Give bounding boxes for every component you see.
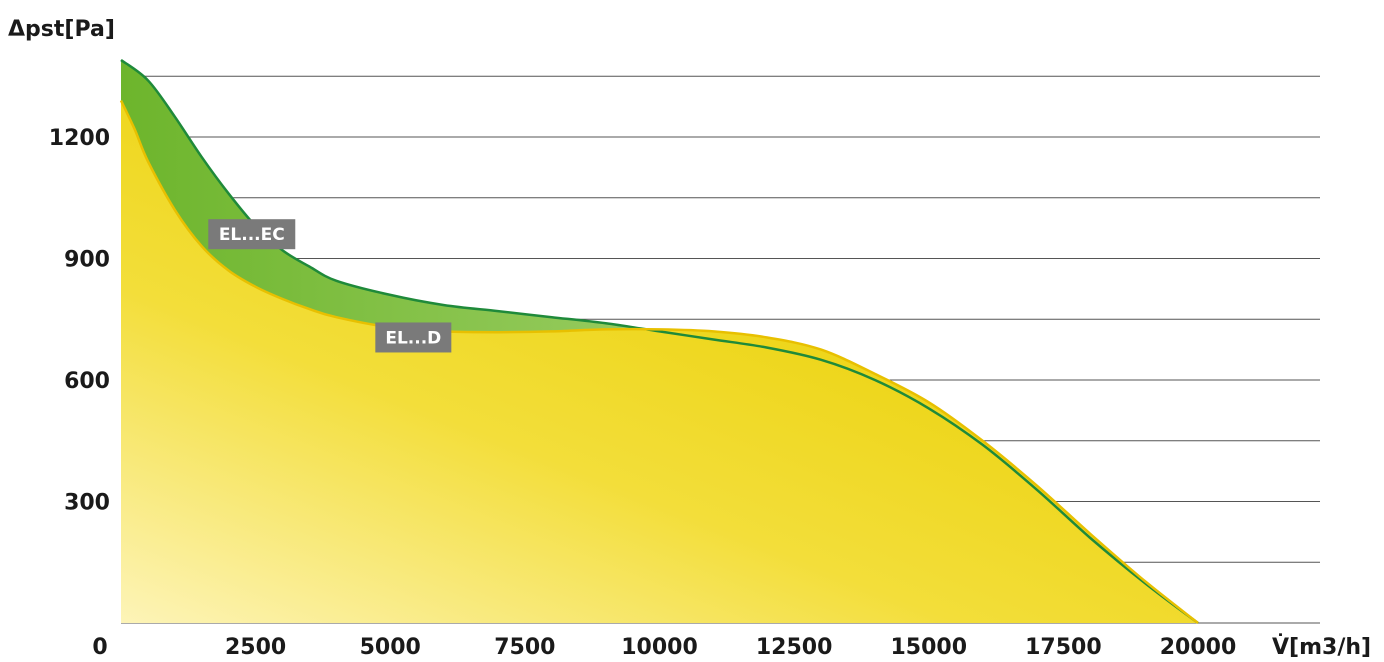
y-tick-label: 300 [64, 491, 110, 516]
line-el-d [119, 99, 1199, 624]
x-tick-labels: 0 2500 5000 7500 10000 12500 15000 17500 20000 [92, 635, 1236, 660]
x-tick-label: 0 [92, 635, 107, 660]
x-tick-label: 5000 [360, 635, 421, 660]
x-axis-title: V̇[m3/h] [1272, 634, 1371, 660]
line-el-ec [120, 58, 1199, 625]
x-tick-label: 15000 [890, 635, 967, 660]
y-tick-label: 600 [64, 369, 110, 394]
x-tick-label: 12500 [756, 635, 833, 660]
x-tick-label: 17500 [1025, 635, 1102, 660]
y-axis-title: Δpst[Pa] [8, 17, 115, 42]
y-tick-labels: 300 600 900 1200 [49, 126, 110, 516]
x-tick-label: 2500 [225, 635, 286, 660]
area-el-d [121, 100, 1198, 623]
series-tags: EL...EC EL...D [208, 219, 452, 353]
series-areas [121, 60, 1198, 623]
y-tick-label: 900 [64, 248, 110, 273]
x-tick-label: 10000 [621, 635, 698, 660]
series-lines [119, 58, 1199, 625]
series-tag-label: EL...D [385, 328, 441, 348]
x-tick-label: 20000 [1160, 635, 1237, 660]
x-tick-label: 7500 [494, 635, 555, 660]
series-tag-label: EL...EC [219, 225, 285, 245]
series-tag: EL...D [375, 322, 452, 353]
y-tick-label: 1200 [49, 126, 110, 151]
series-tag-box [208, 219, 296, 250]
series-tag-box [375, 322, 452, 353]
series-tag: EL...EC [208, 219, 296, 250]
